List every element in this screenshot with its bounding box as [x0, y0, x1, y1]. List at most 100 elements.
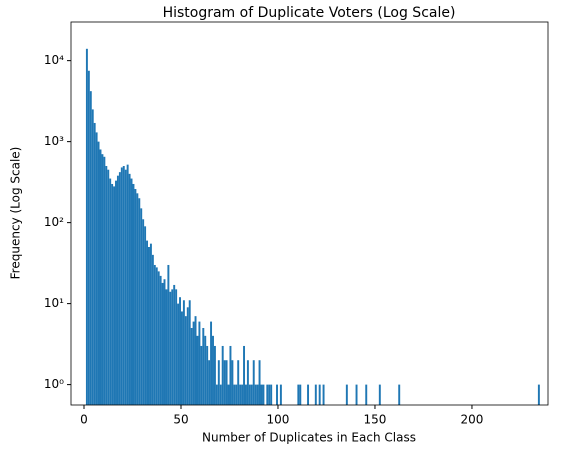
bar	[148, 247, 150, 405]
bar	[116, 175, 119, 405]
bar	[250, 384, 253, 405]
bar	[120, 167, 123, 405]
bar	[184, 316, 187, 405]
bar	[378, 384, 381, 405]
bar	[169, 291, 172, 405]
bar	[186, 307, 189, 405]
bar	[103, 156, 106, 405]
bar	[93, 122, 96, 405]
bar	[136, 193, 139, 405]
bar	[198, 321, 201, 405]
bar	[206, 345, 209, 405]
bar	[299, 384, 302, 405]
bar	[182, 300, 185, 405]
chart-title: Histogram of Duplicate Voters (Log Scale…	[163, 5, 456, 21]
bar	[223, 360, 226, 405]
bar	[221, 345, 224, 405]
bar	[266, 384, 269, 405]
y-tick-label: 10⁰	[44, 377, 64, 391]
bar	[157, 271, 160, 405]
bar	[200, 345, 203, 405]
bar	[192, 321, 195, 405]
bar	[171, 289, 174, 405]
bar	[109, 178, 112, 405]
bar	[85, 48, 88, 405]
bar	[107, 169, 110, 405]
bar	[124, 169, 127, 405]
bar	[243, 345, 246, 405]
bar	[365, 384, 368, 405]
bar	[398, 384, 401, 405]
bar	[89, 91, 92, 405]
bar	[142, 219, 145, 405]
bar	[241, 384, 244, 405]
bar	[196, 335, 199, 405]
bar	[97, 141, 100, 405]
bar	[322, 384, 325, 405]
bar	[215, 384, 218, 405]
bar	[173, 284, 176, 405]
bar	[153, 264, 156, 405]
y-tick-label: 10⁴	[44, 53, 64, 67]
bar	[229, 345, 232, 405]
bar	[256, 384, 259, 405]
bar	[190, 327, 193, 405]
bar	[233, 384, 236, 405]
bar	[204, 335, 207, 405]
y-axis-label: Frequency (Log Scale)	[9, 147, 23, 280]
bar	[180, 311, 183, 405]
bar	[258, 360, 261, 405]
bar	[270, 384, 273, 405]
bar	[245, 384, 247, 405]
bar	[355, 384, 358, 405]
bar	[167, 264, 170, 405]
bar	[132, 183, 135, 405]
bar	[246, 360, 249, 405]
bar	[235, 384, 238, 405]
bar	[227, 384, 230, 405]
bar	[161, 282, 164, 405]
bar	[213, 345, 216, 405]
bar	[297, 384, 300, 405]
bar	[101, 154, 104, 405]
bar	[126, 164, 129, 405]
bar	[151, 254, 154, 405]
bar	[237, 360, 240, 405]
bar	[138, 198, 141, 405]
bar	[163, 279, 166, 405]
bar	[260, 384, 263, 405]
x-axis-label: Number of Duplicates in Each Class	[202, 431, 416, 445]
bar	[130, 178, 133, 405]
bar	[252, 360, 255, 405]
bar	[144, 226, 147, 405]
bar	[140, 208, 143, 405]
bar	[194, 316, 197, 405]
bar	[208, 360, 211, 405]
bar	[219, 384, 222, 405]
bar	[225, 360, 228, 405]
bar	[115, 180, 117, 405]
bar	[254, 384, 257, 405]
y-tick-label: 10³	[44, 134, 64, 148]
y-tick-label: 10²	[44, 215, 64, 229]
bar	[318, 384, 321, 405]
bar	[212, 335, 214, 405]
axes-frame	[70, 21, 549, 406]
bar	[105, 166, 108, 405]
bar	[231, 360, 234, 405]
bar	[314, 384, 317, 405]
bar	[113, 186, 116, 405]
x-tick-label: 200	[461, 413, 484, 427]
bar	[276, 384, 278, 405]
x-tick-label: 50	[173, 413, 188, 427]
bar	[99, 149, 102, 405]
bar	[122, 166, 125, 405]
bar	[262, 384, 265, 405]
bar	[268, 384, 271, 405]
y-tick-label: 10¹	[44, 296, 64, 310]
bar	[537, 384, 540, 405]
bar	[146, 240, 149, 405]
bar	[202, 327, 205, 405]
bar	[345, 384, 348, 405]
